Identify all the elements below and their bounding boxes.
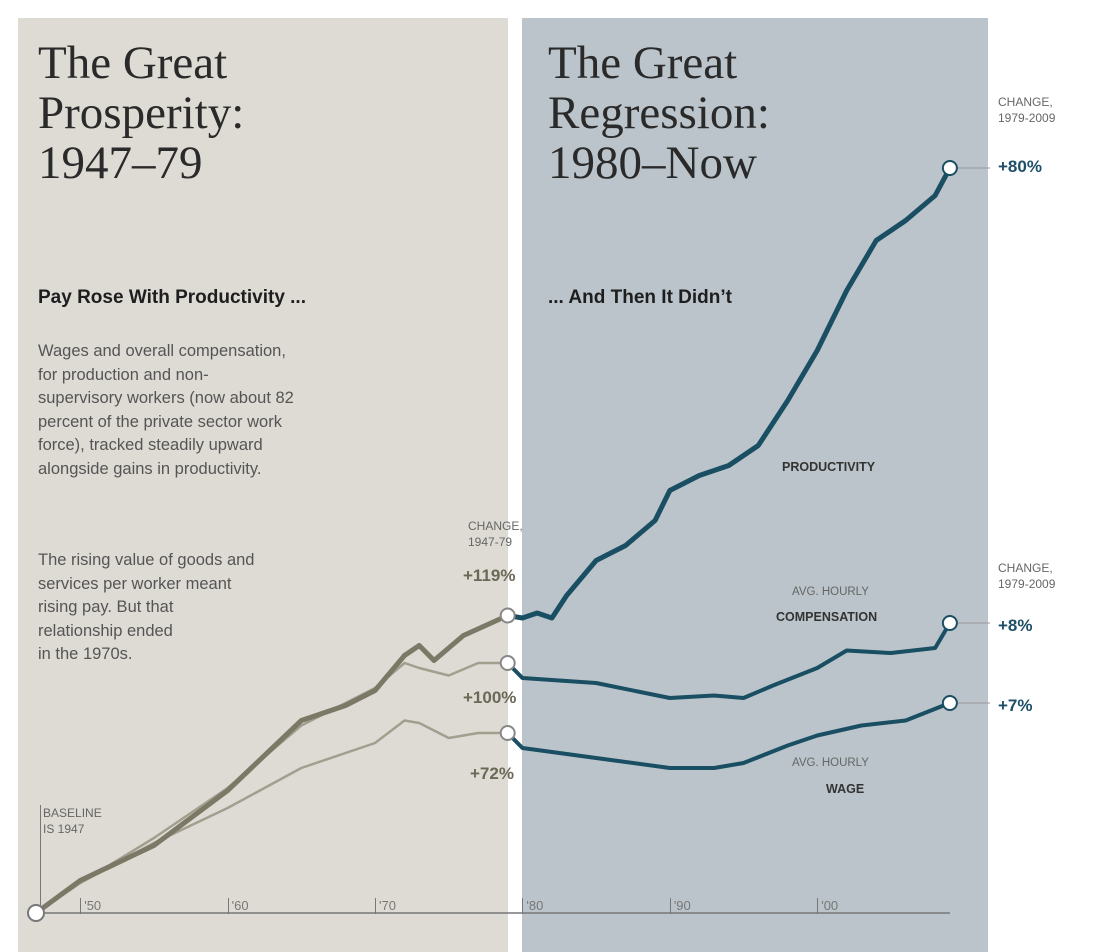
change-label-1979-2009-mid: CHANGE, 1979-2009 bbox=[998, 561, 1056, 591]
value-prod-1979-2009: +80% bbox=[998, 157, 1042, 176]
value-wage-1947-79: +72% bbox=[470, 764, 514, 783]
marker-2009 bbox=[941, 695, 958, 711]
series-line-1979-2009 bbox=[507, 166, 953, 621]
era-panel-prosperity bbox=[18, 18, 508, 952]
x-tick-label: '60 bbox=[227, 898, 249, 914]
x-tick-label: '70 bbox=[375, 898, 396, 914]
value-comp-1979-2009: +8% bbox=[998, 616, 1033, 635]
marker-2009 bbox=[941, 160, 958, 176]
change-label-1947-79: CHANGE, 1947-79 bbox=[468, 519, 523, 549]
right-subtitle: ... And Then It Didn’t bbox=[548, 287, 732, 308]
label-wage-small: AVG. HOURLY bbox=[792, 757, 869, 769]
left-title: The Great Prosperity: 1947–79 bbox=[38, 37, 245, 189]
value-comp-1947-79: +100% bbox=[463, 688, 517, 707]
x-tick-label: '90 bbox=[669, 898, 691, 914]
marker-1979 bbox=[499, 655, 516, 671]
marker-1947-baseline bbox=[27, 904, 45, 922]
series-line-1979-2009 bbox=[506, 621, 952, 700]
body-text-1: Wages and overall compensation, for prod… bbox=[38, 342, 294, 478]
x-tick-label: '00 bbox=[817, 898, 838, 914]
change-label-1979-2009-top: CHANGE, 1979-2009 bbox=[998, 95, 1056, 125]
value-wage-1979-2009: +7% bbox=[998, 696, 1033, 715]
x-tick-label: '50 bbox=[80, 898, 101, 914]
series-line-1979-2009 bbox=[506, 701, 951, 770]
right-title: The Great Regression: 1980–Now bbox=[548, 37, 770, 189]
body-text-2: The rising value of goods and services p… bbox=[38, 551, 255, 663]
label-wage: WAGE bbox=[826, 782, 865, 796]
label-comp-small: AVG. HOURLY bbox=[792, 586, 869, 598]
marker-2009 bbox=[941, 615, 958, 631]
series-line-1947-79 bbox=[35, 661, 508, 915]
label-compensation: COMPENSATION bbox=[776, 610, 878, 624]
x-tick-label: '80 bbox=[522, 898, 543, 914]
left-subtitle: Pay Rose With Productivity ... bbox=[38, 287, 306, 308]
baseline-label: BASELINE IS 1947 bbox=[40, 805, 102, 915]
marker-1979 bbox=[499, 607, 516, 624]
label-productivity: PRODUCTIVITY bbox=[782, 460, 876, 474]
series-line-1947-79 bbox=[34, 613, 509, 916]
value-prod-1947-79: +119% bbox=[463, 566, 516, 585]
marker-1979 bbox=[499, 725, 516, 741]
era-panel-regression bbox=[522, 18, 988, 952]
